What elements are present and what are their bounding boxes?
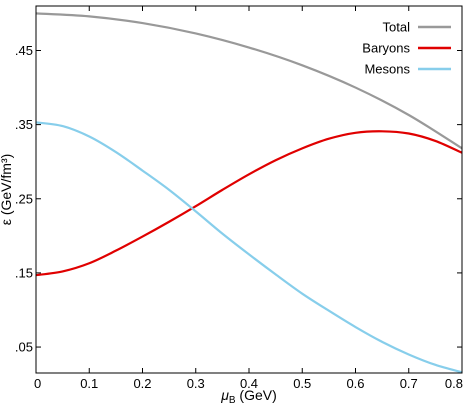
curves-layer bbox=[36, 12, 462, 373]
x-tick-label: 0.5 bbox=[293, 376, 311, 391]
x-tick-label: 0.1 bbox=[80, 376, 98, 391]
x-tick-label: 0.2 bbox=[133, 376, 151, 391]
legend-label-mesons: Mesons bbox=[364, 62, 410, 77]
series-line-baryons bbox=[36, 130, 462, 277]
y-tick-label: .25 bbox=[15, 191, 33, 206]
y-tick-label: .45 bbox=[15, 43, 33, 58]
x-tick-label: 0.7 bbox=[400, 376, 418, 391]
y-tick-label: .35 bbox=[15, 117, 33, 132]
x-axis: 0 0.1 0.2 0.3 0.4 0.5 0.6 0.7 0.8 bbox=[34, 6, 463, 391]
y-tick-label: .05 bbox=[15, 340, 33, 355]
legend-label-baryons: Baryons bbox=[362, 41, 410, 56]
series-line-total bbox=[36, 12, 462, 150]
x-tick-label: 0.3 bbox=[187, 376, 205, 391]
legend: Total Baryons Mesons bbox=[362, 20, 451, 77]
x-tick-label: 0.6 bbox=[346, 376, 364, 391]
x-tick-label: 0 bbox=[34, 376, 41, 391]
y-tick-label: .15 bbox=[15, 265, 33, 280]
x-axis-title: μB (GeV) bbox=[220, 387, 277, 406]
y-axis: .05 .15 .25 .35 .45 bbox=[15, 43, 462, 355]
series-line-mesons bbox=[36, 121, 462, 373]
x-tick-label: 0.8 bbox=[445, 376, 463, 391]
x-tick-label: 0.4 bbox=[240, 376, 258, 391]
legend-label-total: Total bbox=[383, 20, 411, 35]
y-axis-title: ε (GeV/fm³) bbox=[0, 154, 14, 226]
